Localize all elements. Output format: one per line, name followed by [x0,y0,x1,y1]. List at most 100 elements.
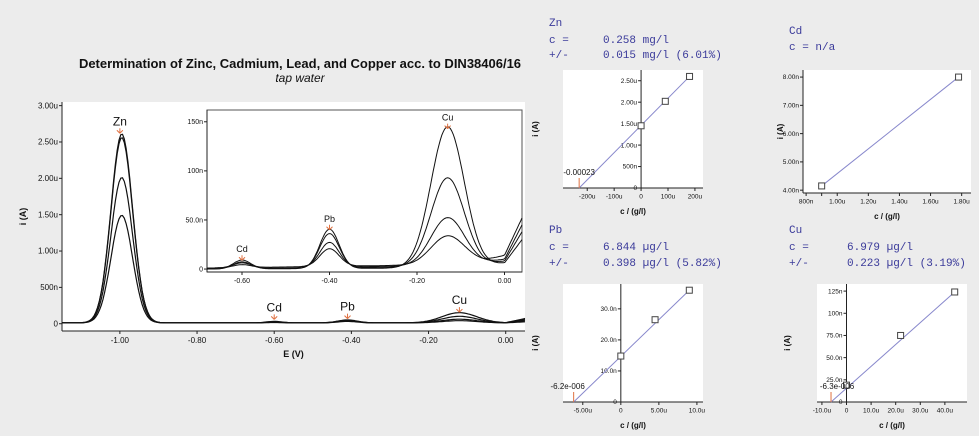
voltammogram-peak-cu-label: Cu [452,293,467,307]
voltammogram-y-tick-label: 2.50u [38,138,58,147]
calib-pb-y-label: i (A) [531,335,540,351]
result-cu-pm-label: +/- [789,258,809,270]
voltammogram-inset-x-tick-label: -0.40 [322,278,338,285]
calib-zn-point [686,72,694,80]
calib-zn-x-tick-label: -100u [606,194,623,201]
voltammogram-x-tick-label: -0.20 [419,336,438,345]
calib-pb-point [617,352,625,360]
calib-cd-y-tick-label: 4.00n [783,187,800,194]
calib-zn-fit-line [578,76,690,189]
calib-pb-y-tick-label: 10.0n [601,368,618,375]
calib-cd-fit-line [821,76,959,187]
voltammogram-inset-peak-cd-marker-arrow [241,256,246,261]
calib-cu-intercept-label: -6.3e-006 [820,382,855,391]
calib-zn-y-tick-label: 2.50u [621,78,638,85]
calib-zn-x-tick-label: 0 [639,194,643,201]
calib-zn-plot-area [563,70,703,188]
voltammogram-peak-cd-marker-arrow [270,316,275,320]
calib-zn-x-tick-label: 100u [661,194,676,201]
result-cu-c-label: c = [789,242,809,254]
calib-pb-y-tick-label: 20.0n [601,337,618,344]
voltammogram-peak-zn-marker-arrow [119,129,124,134]
calib-pb-point [651,316,659,324]
voltammogram-peak-cu-marker-arrow [459,308,463,313]
calib-cu-x-tick-label: 10.0u [863,408,880,415]
calib-cd-x-label: c / (g/l) [874,212,900,221]
calib-cd-x-tick-label: 1.00u [829,199,846,206]
calib-cu-x-tick-label: 0 [845,408,849,415]
calib-zn-intercept-label: -0.00023 [563,168,595,177]
calib-cd-y-tick-label: 6.00n [783,131,800,138]
calib-cd-x-tick-label: 1.40u [891,199,908,206]
voltammogram-inset-peak-cu-marker-arrow [447,125,451,130]
voltammogram-inset-peak-pb-marker-arrow [326,226,330,231]
voltammogram-y-tick-label: 1.50u [38,210,58,219]
result-zn-element: Zn [549,18,563,30]
voltammogram-inset-x-tick-label: -0.60 [234,278,250,285]
calib-cu-x-tick-label: -10.0u [813,408,832,415]
calib-cd-point [955,73,963,81]
voltammogram-inset-y-tick-label: 0 [199,266,203,273]
voltammogram-inset-series-line [207,217,523,269]
calib-pb-y-tick-label: 30.0n [601,306,618,313]
calib-pb-x-label: c / (g/l) [620,421,646,430]
result-pb-pm-value: 0.398 µg/l (5.82%) [603,258,722,270]
voltammogram-inset-peak-pb-marker-arrow [329,226,333,231]
result-zn-c-label: c = [549,35,569,47]
calib-cu-y-tick-label: 0 [839,399,843,406]
result-cd-element: Cd [789,26,803,38]
voltammogram-x-tick-label: -0.80 [188,336,207,345]
calib-zn-y-tick-label: 2.00u [621,99,638,106]
calib-cd-y-tick-label: 5.00n [783,159,800,166]
calib-pb-x-tick-label: 10.0u [689,408,706,415]
voltammogram-inset-peak-cu-marker-arrow [444,125,448,130]
calib-cu-y-label: i (A) [783,335,792,351]
calib-zn-x-label: c / (g/l) [620,207,646,216]
result-cd-c-label: c = n/a [789,42,836,54]
calib-pb-x-tick-label: 5.00u [651,408,668,415]
voltammogram-peak-zn-label: Zn [113,114,127,128]
calib-zn-y-tick-label: 500n [623,164,638,171]
voltammogram-series-line [62,133,526,324]
voltammogram-inset-peak-cu-label: Cu [442,113,454,123]
calib-cu-point [843,381,851,389]
calib-cu-x-tick-label: 30.0u [912,408,929,415]
voltammogram-peak-pb-marker-arrow [347,315,351,319]
calib-cu-y-tick-label: 100n [828,310,843,317]
calib-cd-x-tick-label: 800n [799,199,814,206]
voltammogram-x-label: E (V) [283,349,304,359]
voltammogram-y-tick-label: 500n [40,283,58,292]
calib-cu-fit-line [830,291,956,403]
voltammogram-inset-peak-cd-marker-arrow [238,256,243,261]
voltammogram-peak-cu-marker-arrow [456,308,460,313]
calib-zn-x-tick-label: -200u [579,194,596,201]
voltammogram-y-tick-label: 2.00u [38,174,58,183]
calib-cd-x-tick-label: 1.60u [922,199,939,206]
calib-pb-x-tick-label: 0 [619,408,623,415]
calib-cd-y-tick-label: 8.00n [783,74,800,81]
voltammogram-peak-pb-marker-arrow [344,315,348,319]
calib-cu-y-tick-label: 125n [828,288,843,295]
voltammogram-x-tick-label: -1.00 [111,336,130,345]
result-cu-pm-value: 0.223 µg/l (3.19%) [847,258,966,270]
calib-pb-plot-area [563,284,703,402]
calib-pb-fit-line [573,289,690,403]
voltammogram-inset-peak-pb-label: Pb [324,214,335,224]
result-pb-c-value: 6.844 µg/l [603,242,670,254]
voltammogram-inset-series-line [206,126,523,270]
result-pb-element: Pb [549,225,563,237]
calib-cu-y-tick-label: 75.0n [826,333,843,340]
figure-subtitle: tap water [275,71,325,85]
voltammogram-inset-y-tick-label: 50.0n [185,217,203,224]
calib-zn-x-tick-label: 200u [688,194,703,201]
voltammogram-y-tick-label: 1.00u [38,247,58,256]
calib-pb-point [685,286,693,294]
calib-zn-y-tick-label: 1.00u [621,142,638,149]
calib-zn-point [661,97,669,105]
result-cu-c-value: 6.979 µg/l [847,242,914,254]
voltammogram-y-label: i (A) [18,208,28,226]
voltammogram-peak-zn-marker-arrow [116,129,121,134]
result-pb-c-label: c = [549,242,569,254]
voltammogram-x-tick-label: 0.00 [498,336,514,345]
